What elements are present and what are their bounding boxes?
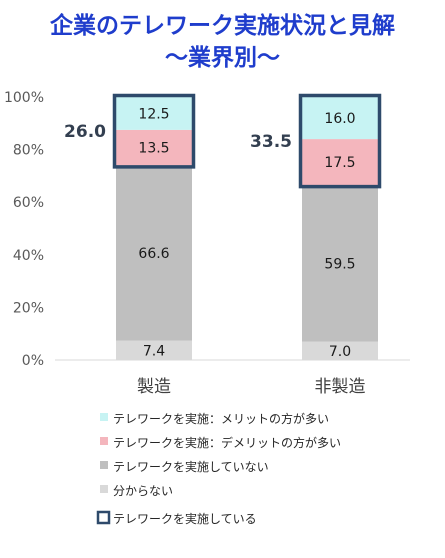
bar-segment — [116, 340, 192, 360]
legend-swatch-outline — [96, 510, 111, 525]
x-tick-label: 製造 — [137, 377, 171, 397]
data-label: 7.0 — [329, 344, 351, 360]
implementing-total-label: 26.0 — [64, 122, 106, 142]
bar-segment — [302, 139, 378, 186]
bar-segment — [302, 185, 378, 342]
bar-segment — [116, 165, 192, 341]
legend-label: テレワークを実施している — [113, 511, 257, 526]
data-label: 7.4 — [143, 343, 165, 359]
bar-segment — [302, 341, 378, 360]
data-label: 12.5 — [138, 106, 169, 122]
y-tick-label: 0% — [22, 353, 44, 369]
legend-label: 分からない — [113, 484, 173, 498]
legend-swatch — [100, 437, 108, 445]
y-tick-label: 80% — [13, 143, 44, 159]
y-tick-label: 100% — [4, 90, 44, 106]
y-tick-label: 60% — [13, 195, 44, 211]
legend-label: テレワークを実施していない — [113, 459, 269, 474]
implementing-total-label: 33.5 — [250, 132, 292, 152]
implementing-outline — [112, 93, 196, 169]
legend-label: テレワークを実施：デメリットの方が多い — [113, 435, 341, 450]
implementing-outline — [298, 93, 382, 189]
chart-subtitle: ～業界別～ — [165, 45, 280, 71]
bar-segment — [302, 97, 378, 140]
bar-segment — [116, 129, 192, 166]
x-tick-label: 非製造 — [315, 377, 366, 397]
legend-label: テレワークを実施：メリットの方が多い — [113, 411, 329, 426]
y-tick-label: 40% — [13, 248, 44, 264]
data-label: 59.5 — [324, 256, 355, 272]
legend-swatch — [100, 485, 108, 493]
bar-segment — [116, 97, 192, 130]
data-label: 17.5 — [324, 155, 355, 171]
data-label: 66.6 — [138, 246, 169, 262]
chart-title: 企業のテレワーク実施状況と見解 — [50, 13, 395, 39]
legend-swatch — [100, 413, 108, 421]
data-label: 16.0 — [324, 111, 355, 127]
data-label: 13.5 — [138, 141, 169, 157]
legend-swatch — [100, 461, 108, 469]
y-tick-label: 20% — [13, 300, 44, 316]
